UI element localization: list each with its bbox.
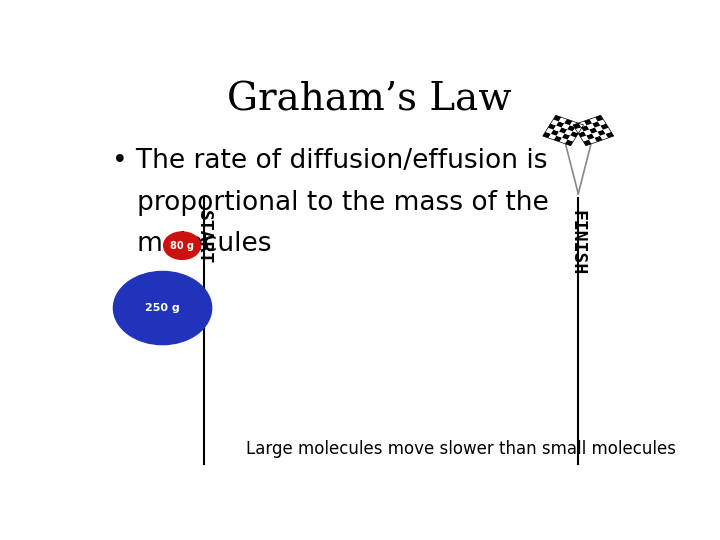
Bar xyxy=(584,130,592,136)
Bar xyxy=(593,122,600,127)
Text: molecules: molecules xyxy=(112,231,272,257)
Bar xyxy=(595,136,603,142)
Bar xyxy=(592,132,600,138)
Text: 250 g: 250 g xyxy=(145,303,180,313)
Bar xyxy=(549,134,557,140)
Text: Large molecules move slower than small molecules: Large molecules move slower than small m… xyxy=(246,440,676,458)
Bar xyxy=(606,132,613,138)
Bar xyxy=(567,125,575,131)
Bar xyxy=(581,125,589,131)
Bar xyxy=(589,138,597,144)
Text: FINISH: FINISH xyxy=(569,210,587,275)
Text: START: START xyxy=(194,210,213,265)
Bar xyxy=(586,133,595,140)
Bar xyxy=(553,116,562,122)
Bar xyxy=(581,136,589,141)
Bar xyxy=(567,136,576,141)
Bar xyxy=(554,136,562,142)
Bar xyxy=(584,119,593,125)
Bar xyxy=(548,124,556,130)
Bar xyxy=(595,125,603,132)
Bar xyxy=(559,127,567,133)
Circle shape xyxy=(114,272,212,345)
Bar xyxy=(559,117,567,123)
Bar xyxy=(551,119,559,125)
Bar xyxy=(554,125,562,132)
Bar xyxy=(583,140,591,146)
Text: 80 g: 80 g xyxy=(170,241,194,251)
Bar xyxy=(564,130,573,136)
Bar xyxy=(589,127,598,133)
Bar xyxy=(575,123,584,129)
Bar xyxy=(543,116,584,146)
Bar xyxy=(564,119,572,125)
Bar xyxy=(600,134,608,140)
Bar xyxy=(598,119,606,125)
Bar xyxy=(578,131,586,137)
Bar xyxy=(562,123,570,130)
Bar xyxy=(545,128,554,134)
Text: proportional to the mass of the: proportional to the mass of the xyxy=(112,190,549,215)
Bar xyxy=(570,131,578,137)
Bar xyxy=(559,138,567,144)
Bar xyxy=(543,132,551,138)
Bar xyxy=(570,121,578,127)
Bar xyxy=(556,122,564,127)
Bar xyxy=(578,121,587,127)
Bar xyxy=(590,117,598,123)
Bar xyxy=(565,140,573,146)
Bar xyxy=(562,133,570,140)
Bar xyxy=(573,123,581,129)
Text: • The rate of diffusion/effusion is: • The rate of diffusion/effusion is xyxy=(112,148,548,174)
Bar xyxy=(595,116,603,122)
Circle shape xyxy=(163,232,200,259)
Bar xyxy=(600,124,608,130)
Text: Graham’s Law: Graham’s Law xyxy=(227,82,511,118)
Bar xyxy=(575,127,584,133)
Bar xyxy=(573,127,581,133)
Bar xyxy=(573,116,613,146)
Bar xyxy=(557,132,564,138)
Bar xyxy=(603,128,611,134)
Bar xyxy=(598,130,606,136)
Bar xyxy=(587,123,595,130)
Bar xyxy=(551,130,559,136)
